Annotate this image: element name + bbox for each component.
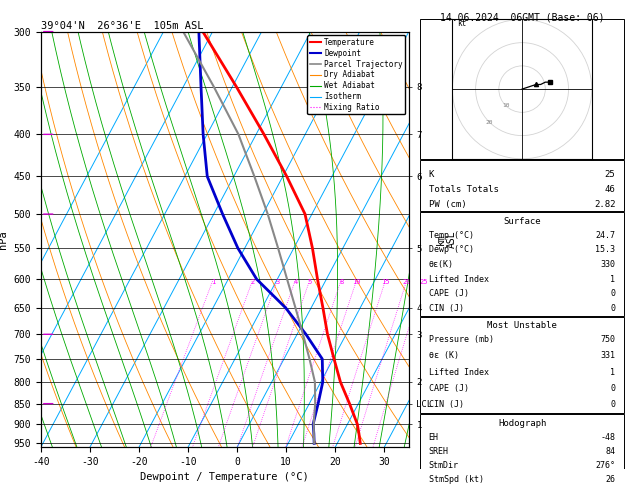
Text: 24.7: 24.7 — [596, 231, 615, 240]
Text: θε(K): θε(K) — [429, 260, 454, 269]
Text: 15: 15 — [382, 279, 390, 285]
Text: 10: 10 — [353, 279, 361, 285]
Text: 20: 20 — [486, 120, 493, 125]
Text: CAPE (J): CAPE (J) — [429, 289, 469, 298]
Text: StmDir: StmDir — [429, 461, 459, 470]
Text: 0: 0 — [611, 304, 615, 313]
Bar — [420, 316, 624, 413]
Text: Lifted Index: Lifted Index — [429, 368, 489, 377]
Text: Most Unstable: Most Unstable — [487, 321, 557, 330]
Bar — [420, 414, 624, 486]
Text: Surface: Surface — [503, 217, 541, 226]
Text: Lifted Index: Lifted Index — [429, 275, 489, 284]
Text: 1: 1 — [211, 279, 215, 285]
Text: 4: 4 — [294, 279, 298, 285]
X-axis label: Dewpoint / Temperature (°C): Dewpoint / Temperature (°C) — [140, 472, 309, 483]
Text: CAPE (J): CAPE (J) — [429, 384, 469, 393]
Text: 8: 8 — [339, 279, 343, 285]
Text: 39°04'N  26°36'E  105m ASL: 39°04'N 26°36'E 105m ASL — [41, 21, 203, 31]
Text: 5: 5 — [308, 279, 312, 285]
Text: θε (K): θε (K) — [429, 351, 459, 361]
Text: kt: kt — [457, 19, 466, 28]
Text: 276°: 276° — [596, 461, 615, 470]
Text: 0: 0 — [611, 384, 615, 393]
Text: 25: 25 — [420, 279, 428, 285]
Text: 330: 330 — [601, 260, 615, 269]
Text: 750: 750 — [601, 335, 615, 344]
Bar — [420, 160, 624, 211]
Text: Temp (°C): Temp (°C) — [429, 231, 474, 240]
Text: Hodograph: Hodograph — [498, 418, 546, 428]
Legend: Temperature, Dewpoint, Parcel Trajectory, Dry Adiabat, Wet Adiabat, Isotherm, Mi: Temperature, Dewpoint, Parcel Trajectory… — [308, 35, 405, 114]
Text: 25: 25 — [604, 170, 615, 179]
Text: Totals Totals: Totals Totals — [429, 185, 499, 194]
Text: 10: 10 — [502, 103, 509, 107]
Text: 1: 1 — [611, 368, 615, 377]
Bar — [420, 212, 624, 316]
Text: 20: 20 — [403, 279, 411, 285]
Text: SREH: SREH — [429, 447, 448, 456]
Text: 0: 0 — [611, 289, 615, 298]
Text: 46: 46 — [604, 185, 615, 194]
Text: K: K — [429, 170, 434, 179]
Text: 2.82: 2.82 — [594, 200, 615, 208]
Text: PW (cm): PW (cm) — [429, 200, 466, 208]
Text: Dewp (°C): Dewp (°C) — [429, 245, 474, 255]
Text: CIN (J): CIN (J) — [429, 304, 464, 313]
Y-axis label: km
ASL: km ASL — [435, 230, 457, 248]
Text: 84: 84 — [606, 447, 615, 456]
Text: 331: 331 — [601, 351, 615, 361]
Text: CIN (J): CIN (J) — [429, 400, 464, 409]
Text: EH: EH — [429, 433, 438, 442]
Bar — [420, 19, 624, 159]
Text: -48: -48 — [601, 433, 615, 442]
Text: 1: 1 — [611, 275, 615, 284]
Y-axis label: hPa: hPa — [0, 230, 8, 249]
Text: Pressure (mb): Pressure (mb) — [429, 335, 494, 344]
Text: 3: 3 — [276, 279, 280, 285]
Text: 0: 0 — [611, 400, 615, 409]
Text: 2: 2 — [251, 279, 255, 285]
Text: 15.3: 15.3 — [596, 245, 615, 255]
Text: 14.06.2024  06GMT (Base: 06): 14.06.2024 06GMT (Base: 06) — [440, 12, 604, 22]
Text: StmSpd (kt): StmSpd (kt) — [429, 475, 484, 484]
Text: 26: 26 — [606, 475, 615, 484]
